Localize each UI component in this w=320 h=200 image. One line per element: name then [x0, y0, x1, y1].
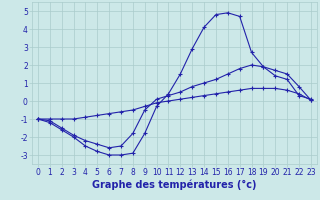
X-axis label: Graphe des températures (°c): Graphe des températures (°c) [92, 180, 257, 190]
